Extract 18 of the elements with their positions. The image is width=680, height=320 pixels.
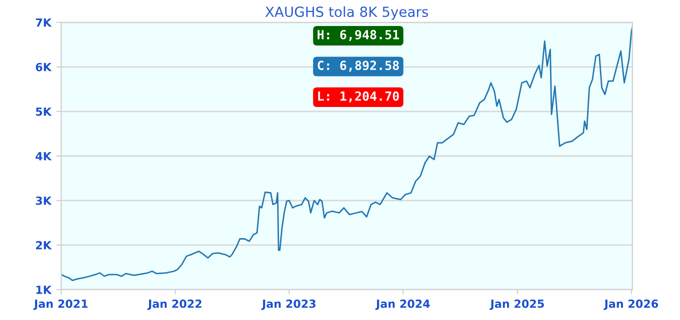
y-tick-label: 4K — [36, 152, 52, 160]
x-tick-label: Jan 2021 — [33, 300, 88, 310]
chart-title: XAUGHS tola 8K 5years — [265, 6, 428, 20]
y-tick-label: 6K — [36, 62, 52, 72]
x-tick-label: Jan 2025 — [490, 300, 544, 310]
annotation: L: 1,204.70 — [318, 91, 399, 102]
x-tick-label: Jan 2022 — [147, 300, 202, 310]
y-tick-label: 3K — [36, 196, 52, 205]
line-series — [61, 26, 632, 282]
y-tick-label: 5K — [36, 108, 52, 116]
annotation: H: 6,948.51 — [318, 30, 400, 41]
x-tick-label: Jan 2023 — [261, 300, 316, 310]
x-tick-label: Jan 2024 — [375, 300, 430, 310]
annotation: C: 6,892.58 — [318, 60, 399, 72]
y-tick-label: 7K — [36, 18, 52, 27]
x-tick-label: Jan 2026 — [604, 300, 658, 310]
y-tick-label: 1K — [36, 286, 52, 294]
y-tick-label: 2K — [36, 241, 52, 250]
